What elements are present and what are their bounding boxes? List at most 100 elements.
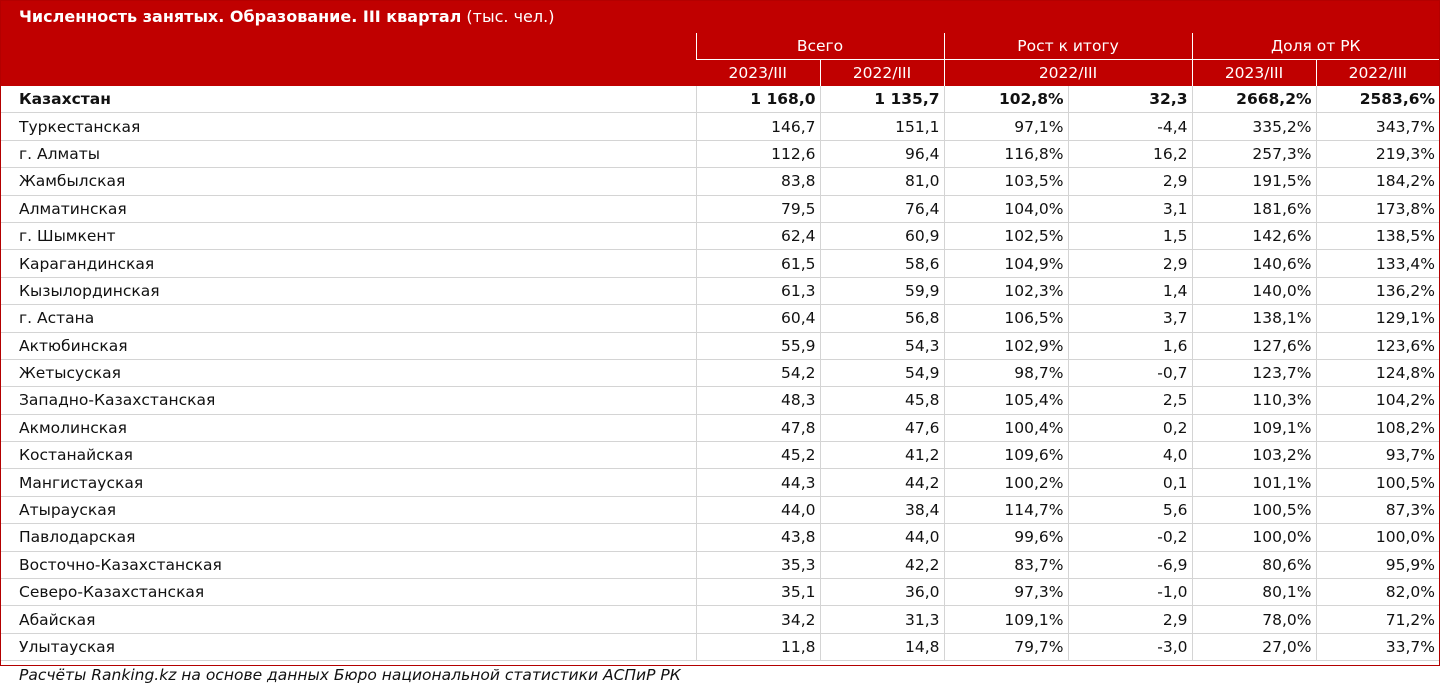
value-cell: 100,0% bbox=[1315, 523, 1440, 552]
value-cell: 38,4 bbox=[819, 495, 945, 524]
table-row: Костанайская 45,2 41,2 109,6% 4,0 103,2% 93,7% bbox=[1, 441, 1440, 469]
header-region-cell bbox=[1, 33, 696, 86]
region-name: Мангистауская bbox=[1, 468, 696, 497]
table-row: Северо-Казахстанская 35,1 36,0 97,3% -1,0 80,… bbox=[1, 578, 1440, 606]
value-cell: 257,3% bbox=[1191, 139, 1317, 168]
value-cell: 76,4 bbox=[819, 194, 945, 223]
value-cell: 102,3% bbox=[943, 276, 1069, 305]
value-cell: 191,5% bbox=[1191, 167, 1317, 196]
value-cell: 124,8% bbox=[1315, 358, 1440, 387]
header-period: 2022/III bbox=[943, 59, 1193, 86]
value-cell: 96,4 bbox=[819, 139, 945, 168]
region-name: Жамбылская bbox=[1, 167, 696, 196]
table-row: Западно-Казахстанская 48,3 45,8 105,4% 2,5 11… bbox=[1, 386, 1440, 415]
value-cell: 55,9 bbox=[695, 331, 820, 360]
header-period: 2023/III bbox=[696, 59, 820, 86]
region-name: г. Астана bbox=[1, 304, 696, 333]
value-cell: 59,9 bbox=[819, 276, 945, 305]
value-cell: 109,6% bbox=[943, 441, 1069, 469]
value-cell: 45,2 bbox=[695, 441, 820, 469]
table-row: Восточно-Казахстанская 35,3 42,2 83,7% -6,9 8… bbox=[1, 550, 1440, 579]
region-name: г. Алматы bbox=[1, 139, 696, 168]
value-cell: 1 168,0 bbox=[695, 86, 820, 113]
value-cell: 138,5% bbox=[1315, 221, 1440, 250]
value-cell: 71,2% bbox=[1315, 605, 1440, 634]
value-cell: 36,0 bbox=[819, 578, 945, 606]
value-cell: 54,9 bbox=[819, 358, 945, 387]
table-row: Туркестанская 146,7 151,1 97,1% -4,4 335,2% 34… bbox=[1, 112, 1440, 141]
value-cell: 60,9 bbox=[819, 221, 945, 250]
value-cell: 44,3 bbox=[695, 468, 820, 497]
value-cell: 97,3% bbox=[943, 578, 1069, 606]
table-row: Карагандинская 61,5 58,6 104,9% 2,9 140,6% 133… bbox=[1, 249, 1440, 278]
value-cell: -1,0 bbox=[1067, 578, 1193, 606]
value-cell: 99,6% bbox=[943, 523, 1069, 552]
value-cell: 78,0% bbox=[1191, 605, 1317, 634]
value-cell: 133,4% bbox=[1315, 249, 1440, 278]
value-cell: 104,9% bbox=[943, 249, 1069, 278]
value-cell: 16,2 bbox=[1067, 139, 1193, 168]
value-cell: 5,6 bbox=[1067, 495, 1193, 524]
value-cell: 11,8 bbox=[695, 632, 820, 661]
value-cell: 35,1 bbox=[695, 578, 820, 606]
value-cell: 82,0% bbox=[1315, 578, 1440, 606]
value-cell: 62,4 bbox=[695, 221, 820, 250]
region-name: Туркестанская bbox=[1, 112, 696, 141]
value-cell: 114,7% bbox=[943, 495, 1069, 524]
value-cell: 129,1% bbox=[1315, 304, 1440, 333]
table-row: Актюбинская 55,9 54,3 102,9% 1,6 127,6% 123,6% bbox=[1, 331, 1440, 360]
value-cell: 93,7% bbox=[1315, 441, 1440, 469]
value-cell: 34,2 bbox=[695, 605, 820, 634]
value-cell: 100,4% bbox=[943, 413, 1069, 442]
table-row: Абайская 34,2 31,3 109,1% 2,9 78,0% 71,2% bbox=[1, 605, 1440, 634]
value-cell: 140,6% bbox=[1191, 249, 1317, 278]
table-row: Атырауская 44,0 38,4 114,7% 5,6 100,5% 87,3% bbox=[1, 495, 1440, 524]
chart-title-unit: (тыс. чел.) bbox=[466, 7, 555, 26]
value-cell: 0,2 bbox=[1067, 413, 1193, 442]
value-cell: 83,8 bbox=[695, 167, 820, 196]
source-note: Расчёты Ranking.kz на основе данных Бюро… bbox=[1, 660, 1439, 689]
value-cell: 2,9 bbox=[1067, 605, 1193, 634]
value-cell: 95,9% bbox=[1315, 550, 1440, 579]
region-name: Костанайская bbox=[1, 441, 696, 469]
value-cell: -3,0 bbox=[1067, 632, 1193, 661]
value-cell: 106,5% bbox=[943, 304, 1069, 333]
value-cell: 109,1% bbox=[943, 605, 1069, 634]
table-row: Павлодарская 43,8 44,0 99,6% -0,2 100,0% 100,0… bbox=[1, 523, 1440, 552]
region-name: Западно-Казахстанская bbox=[1, 386, 696, 415]
value-cell: 184,2% bbox=[1315, 167, 1440, 196]
value-cell: 98,7% bbox=[943, 358, 1069, 387]
value-cell: 104,0% bbox=[943, 194, 1069, 223]
value-cell: 110,3% bbox=[1191, 386, 1317, 415]
value-cell: 142,6% bbox=[1191, 221, 1317, 250]
region-name: Атырауская bbox=[1, 495, 696, 524]
value-cell: 136,2% bbox=[1315, 276, 1440, 305]
value-cell: 100,5% bbox=[1191, 495, 1317, 524]
header-group-total: Всего bbox=[695, 33, 945, 60]
value-cell: 104,2% bbox=[1315, 386, 1440, 415]
table-row: Акмолинская 47,8 47,6 100,4% 0,2 109,1% 108,2% bbox=[1, 413, 1440, 442]
value-cell: 44,0 bbox=[819, 523, 945, 552]
region-name: Алматинская bbox=[1, 194, 696, 223]
value-cell: 58,6 bbox=[819, 249, 945, 278]
table-row: г. Астана 60,4 56,8 106,5% 3,7 138,1% 129,1% bbox=[1, 304, 1440, 333]
value-cell: 47,6 bbox=[819, 413, 945, 442]
region-name: Павлодарская bbox=[1, 523, 696, 552]
table-row-total: Казахстан 1 168,0 1 135,7 102,8% 32,3 2668,2%… bbox=[1, 86, 1440, 113]
value-cell: 127,6% bbox=[1191, 331, 1317, 360]
value-cell: 35,3 bbox=[695, 550, 820, 579]
region-name: Кызылординская bbox=[1, 276, 696, 305]
value-cell: 61,5 bbox=[695, 249, 820, 278]
value-cell: 2,9 bbox=[1067, 249, 1193, 278]
value-cell: 87,3% bbox=[1315, 495, 1440, 524]
region-name: г. Шымкент bbox=[1, 221, 696, 250]
value-cell: 54,2 bbox=[695, 358, 820, 387]
value-cell: 1,5 bbox=[1067, 221, 1193, 250]
value-cell: 103,2% bbox=[1191, 441, 1317, 469]
value-cell: 2583,6% bbox=[1315, 86, 1440, 113]
table-row: Улытауская 11,8 14,8 79,7% -3,0 27,0% 33,7% bbox=[1, 632, 1440, 661]
value-cell: 42,2 bbox=[819, 550, 945, 579]
header-period: 2022/III bbox=[1315, 59, 1440, 86]
value-cell: 61,3 bbox=[695, 276, 820, 305]
header-period: 2022/III bbox=[819, 59, 945, 86]
